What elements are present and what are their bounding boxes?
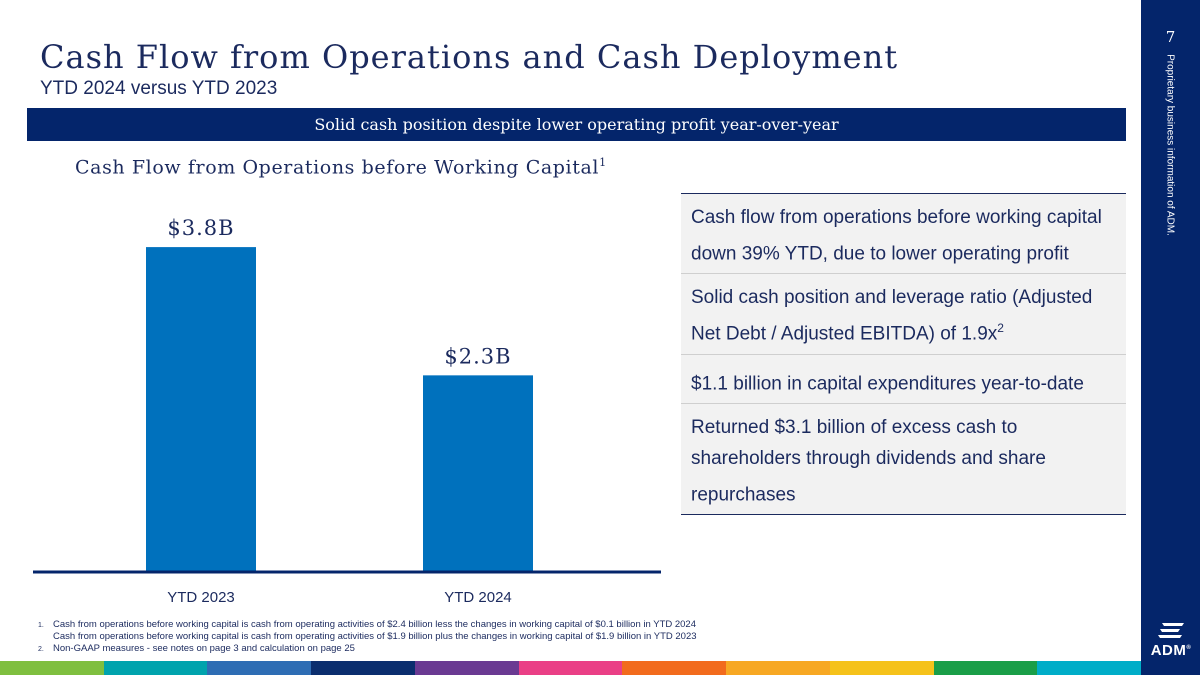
registered-mark: ® — [1186, 645, 1192, 651]
stripe-segment — [933, 661, 1038, 675]
stripe-segment — [207, 661, 312, 675]
right-sidebar: 7 Proprietary business information of AD… — [1141, 0, 1200, 675]
proprietary-label: Proprietary business information of ADM. — [1164, 54, 1176, 236]
x-tick-label: YTD 2024 — [444, 589, 512, 606]
adm-logo-wordmark: ADM — [1150, 642, 1187, 659]
page-title: Cash Flow from Operations and Cash Deplo… — [40, 38, 899, 76]
footnote-text: Cash from operations before working capi… — [53, 631, 697, 642]
key-message-banner: Solid cash position despite lower operat… — [27, 108, 1126, 141]
key-point: Solid cash position and leverage ratio (… — [681, 274, 1126, 355]
bar — [146, 247, 256, 572]
stripe-segment — [1037, 661, 1142, 675]
banner-text: Solid cash position despite lower operat… — [314, 115, 839, 134]
stripe-segment — [829, 661, 934, 675]
bar — [423, 375, 533, 572]
page-number: 7 — [1165, 28, 1176, 46]
chart-title-footnote-ref: 1 — [599, 156, 607, 169]
footnotes: 1. Cash from operations before working c… — [38, 619, 697, 656]
adm-logo: ADM® — [1149, 620, 1193, 659]
chart-title: Cash Flow from Operations before Working… — [75, 156, 607, 178]
key-point-text: Cash flow from operations before working… — [691, 207, 1102, 265]
key-point: $1.1 billion in capital expenditures yea… — [681, 354, 1126, 404]
stripe-segment — [518, 661, 623, 675]
stripe-segment — [622, 661, 727, 675]
page-subtitle: YTD 2024 versus YTD 2023 — [40, 78, 278, 99]
bar-data-label: $3.8B — [167, 216, 234, 240]
adm-logo-mark-icon — [1158, 623, 1184, 638]
footnote-text: Non-GAAP measures - see notes on page 3 … — [53, 643, 355, 654]
chart-title-text: Cash Flow from Operations before Working… — [75, 156, 600, 179]
color-stripe — [0, 661, 1142, 675]
footnote: 1. Cash from operations before working c… — [38, 619, 697, 643]
stripe-segment — [414, 661, 519, 675]
footnote: 2. Non-GAAP measures - see notes on page… — [38, 643, 697, 656]
key-point: Returned $3.1 billion of excess cash to … — [681, 403, 1126, 515]
key-point-footnote-ref: 2 — [997, 321, 1004, 336]
footnote-text: Cash from operations before working capi… — [53, 619, 697, 630]
stripe-segment — [103, 661, 208, 675]
stripe-segment — [726, 661, 830, 675]
bar-data-label: $2.3B — [444, 344, 511, 368]
footnote-number: 1. — [38, 622, 44, 629]
key-point: Cash flow from operations before working… — [681, 194, 1126, 275]
adm-logo-text: ADM® — [1149, 642, 1193, 659]
x-tick-label: YTD 2023 — [167, 589, 235, 606]
stripe-segment — [311, 661, 415, 675]
key-point-text: $1.1 billion in capital expenditures yea… — [691, 372, 1084, 394]
footnote-number: 2. — [38, 646, 44, 653]
key-point-text: Returned $3.1 billion of excess cash to … — [691, 416, 1046, 506]
key-points-list: Cash flow from operations before working… — [681, 193, 1126, 516]
key-point-text: Solid cash position and leverage ratio (… — [691, 287, 1093, 345]
bar-chart: $3.8B YTD 2023 $2.3B YTD 2024 — [33, 216, 661, 606]
stripe-segment — [0, 661, 104, 675]
